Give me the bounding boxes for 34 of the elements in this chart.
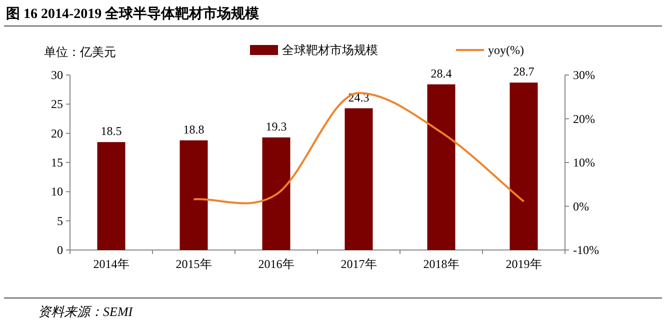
y2-tick-label: 30% [573,68,595,82]
y-tick-label: 30 [51,68,63,82]
x-tick-label: 2018年 [423,257,460,271]
x-tick-label: 2016年 [258,257,294,271]
y-tick-label: 0 [57,243,63,257]
data-label: 28.7 [513,64,534,79]
bar [97,142,126,250]
y2-tick-label: 10% [573,156,595,170]
data-label: 28.4 [430,66,452,80]
bar [262,137,290,250]
text: 资料来源：SEMI [38,304,134,319]
x-tick-label: 2015年 [176,257,212,271]
data-label: 18.8 [183,122,204,136]
y-tick-label: 25 [51,97,63,112]
y2-tick-label: -10% [573,243,599,257]
y2-tick-label: 20% [573,112,595,126]
bar [344,108,373,250]
text: 单位：亿美元 [44,45,116,59]
x-tick-label: 2014年 [93,257,130,271]
y-tick-label: 10 [51,184,63,199]
y-tick-label: 20 [51,126,63,140]
y2-tick-label: 0% [573,199,589,214]
y-tick-label: 5 [57,214,63,228]
chart-title: 图 16 2014-2019 全球半导体靶材市场规模 [6,5,260,22]
bar [180,140,208,250]
data-label: 18.5 [100,124,122,138]
x-tick-label: 2019年 [506,257,542,271]
y-tick-label: 15 [51,156,63,170]
bar [510,82,538,250]
legend-label: 全球靶材市场规模 [282,43,378,57]
bar [427,84,456,250]
data-label: 19.3 [266,119,287,134]
x-tick-label: 2017年 [340,257,377,271]
legend-label: yoy(%) [488,43,524,57]
